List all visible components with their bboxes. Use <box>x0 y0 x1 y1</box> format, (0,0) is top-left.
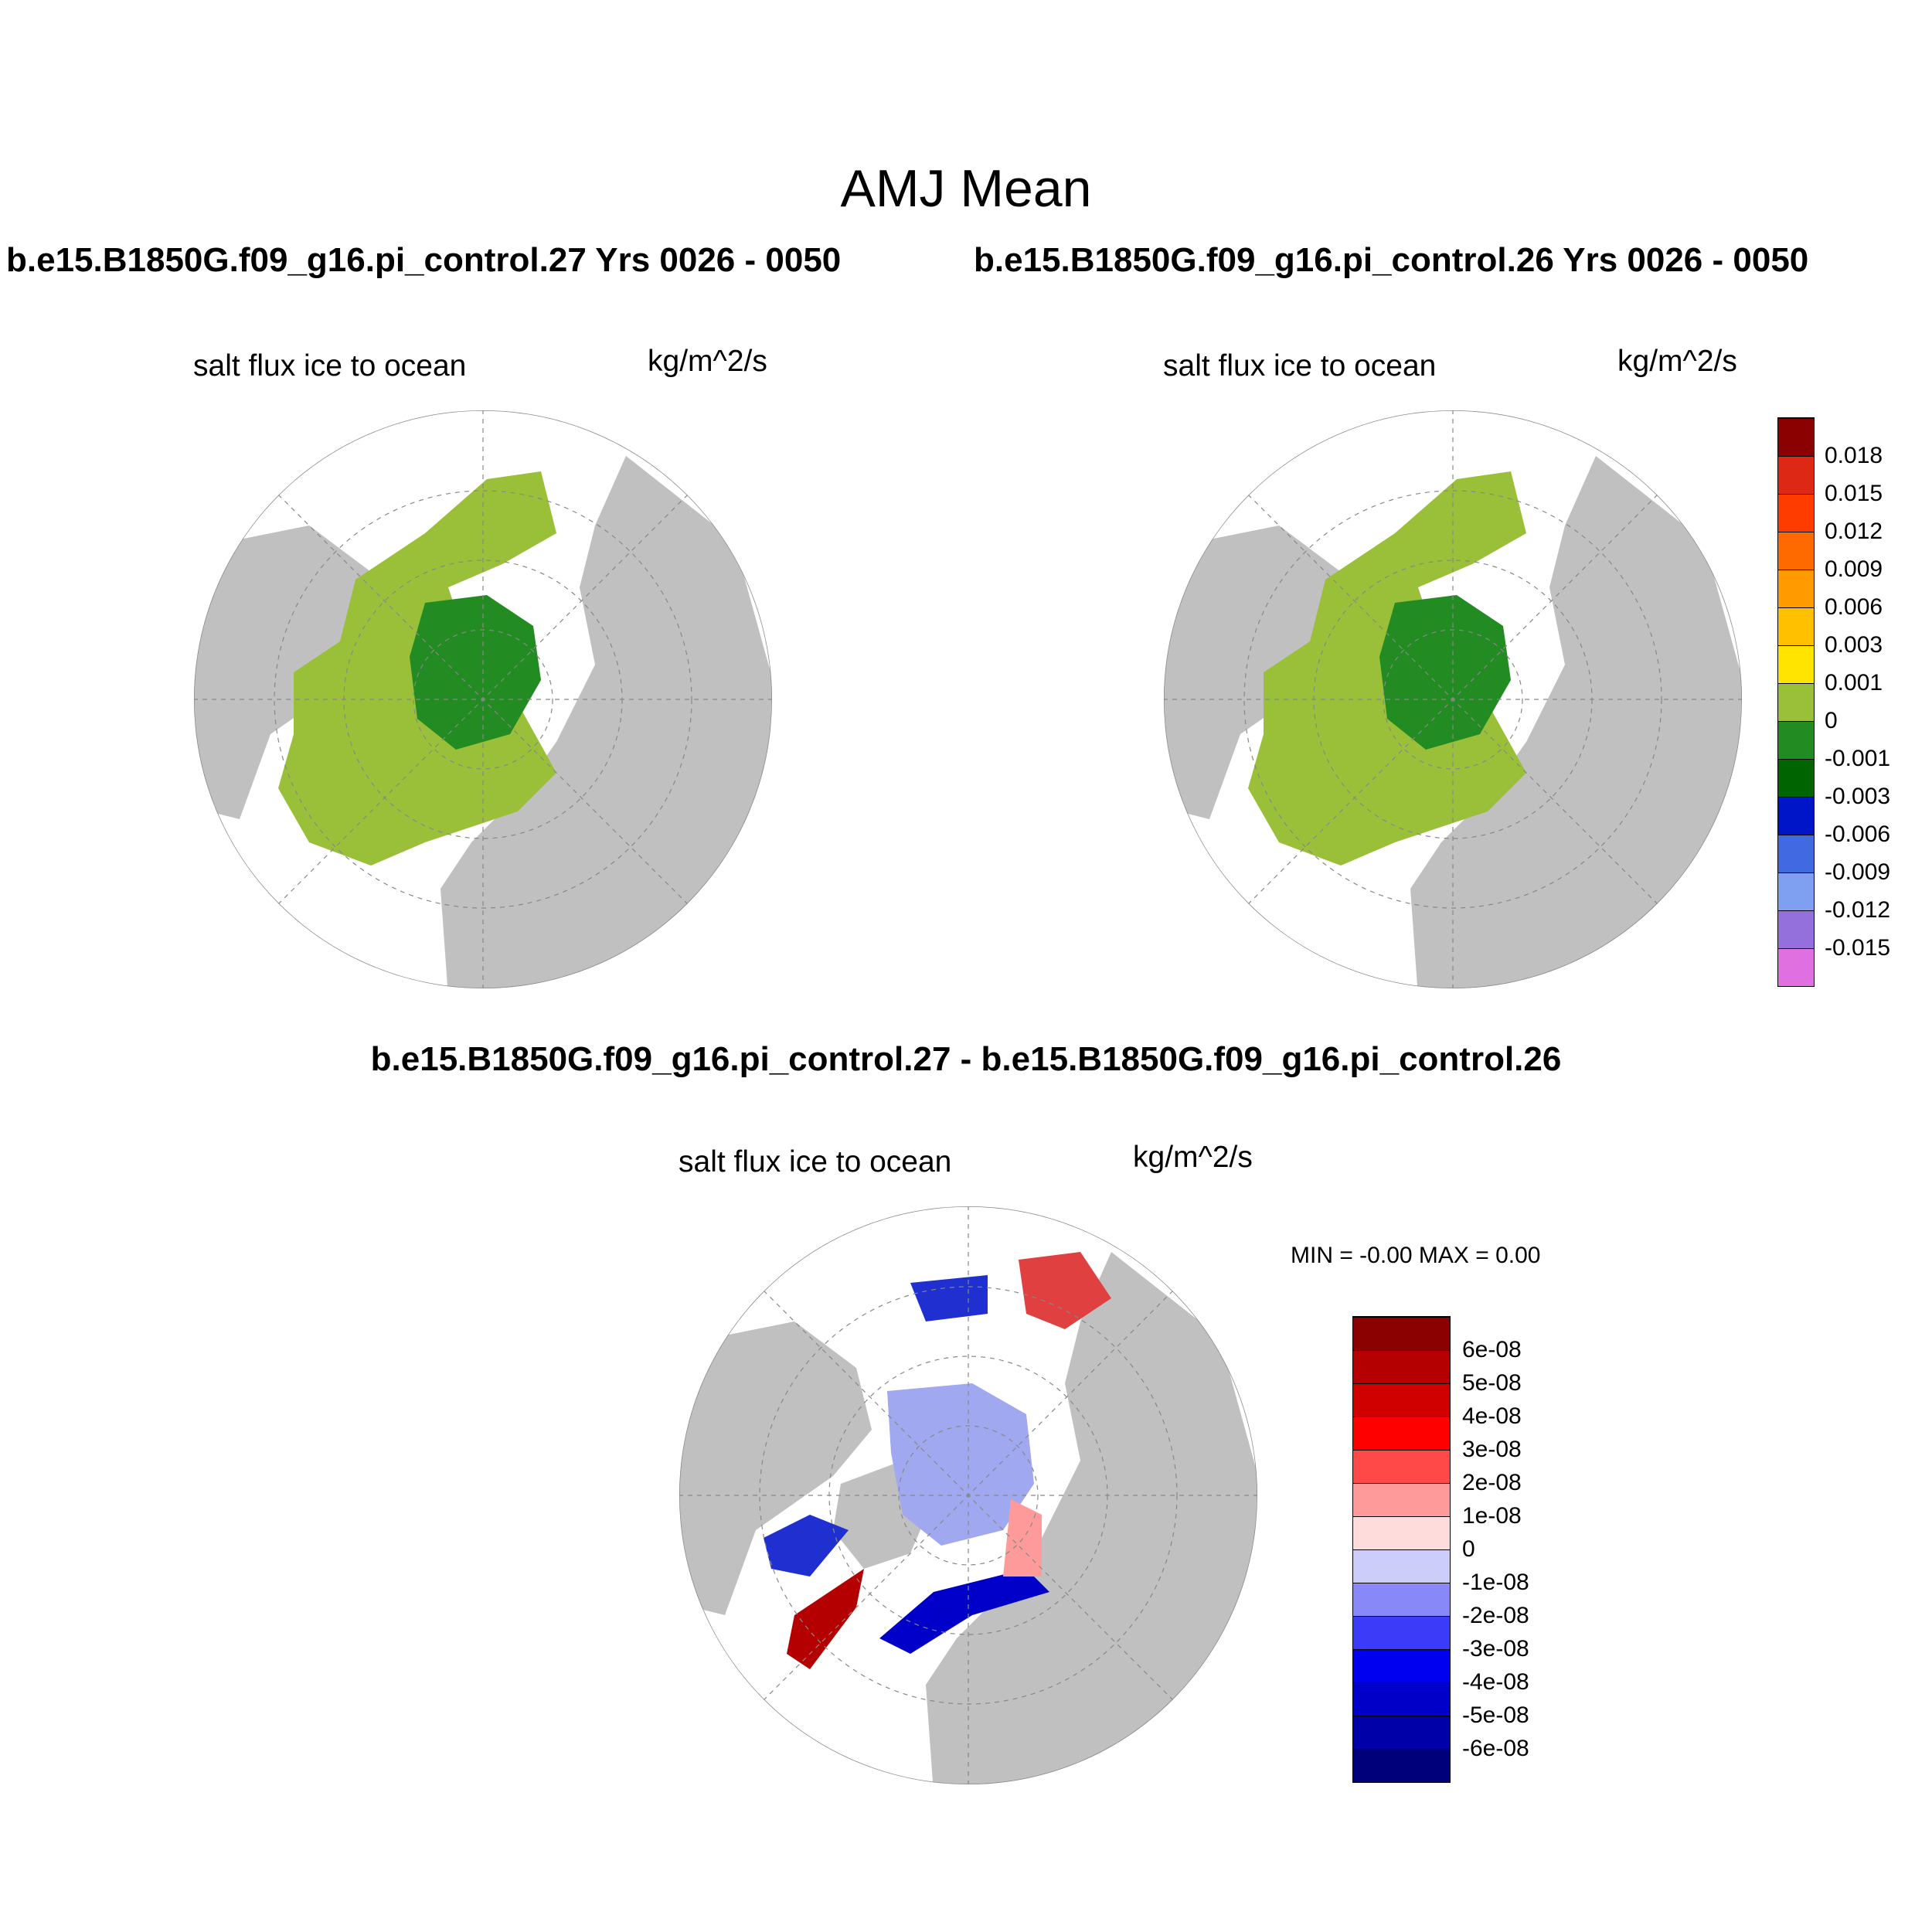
colorbar-diff-tick-label: -5e-08 <box>1462 1702 1529 1728</box>
colorbar-main-tick-label: -0.012 <box>1825 897 1891 923</box>
colorbar-diff-segment <box>1353 1749 1450 1782</box>
colorbar-main-tick-label: -0.001 <box>1825 746 1891 771</box>
colorbar-diff-tick-label: 6e-08 <box>1462 1337 1522 1362</box>
land-eurasia <box>1410 456 1742 988</box>
diff-negative-baffin <box>764 1515 849 1577</box>
colorbar-main-segment <box>1778 418 1814 456</box>
sea-ice-central <box>1379 595 1511 750</box>
colorbar-diff-segment <box>1353 1549 1450 1583</box>
colorbar-main-segment <box>1778 910 1814 948</box>
case-title-left: b.e15.B1850G.f09_g16.pi_control.27 Yrs 0… <box>6 241 842 279</box>
colorbar-diff-segment <box>1353 1317 1450 1350</box>
panel2-units-label: kg/m^2/s <box>1617 345 1737 378</box>
panel2-variable-label: salt flux ice to ocean <box>1163 349 1437 383</box>
panel1-variable-label: salt flux ice to ocean <box>193 349 467 383</box>
colorbar-main-tick-label: 0.009 <box>1825 556 1883 582</box>
case-title-right: b.e15.B1850G.f09_g16.pi_control.26 Yrs 0… <box>974 241 1809 279</box>
diff-positive-bering <box>1019 1252 1111 1329</box>
colorbar-diff-tick-label: -6e-08 <box>1462 1736 1529 1761</box>
colorbar-diff-tick-label: 5e-08 <box>1462 1370 1522 1396</box>
land-north-america <box>194 526 386 819</box>
colorbar-difference: 6e-08 5e-08 4e-08 3e-08 2e-08 1e-08 0 -1e-08 -2e… <box>1352 1316 1529 1783</box>
diff-weak-negative <box>887 1383 1034 1546</box>
polar-map-case-26 <box>1164 410 1742 988</box>
colorbar-main-tick-label: -0.009 <box>1825 859 1891 885</box>
colorbar-diff-tick-label: 0 <box>1462 1536 1475 1562</box>
colorbar-main-tick-label: 0 <box>1825 708 1838 733</box>
colorbar-main-segment <box>1778 872 1814 910</box>
sea-ice-central <box>410 595 541 750</box>
diff-positive-labrador <box>787 1569 864 1669</box>
colorbar-main-tick-label: 0.012 <box>1825 519 1883 544</box>
figure-title: AMJ Mean <box>840 159 1092 218</box>
colorbar-main-segment <box>1778 456 1814 494</box>
difference-title: b.e15.B1850G.f09_g16.pi_control.27 - b.e… <box>370 1040 1562 1078</box>
colorbar-diff-segment <box>1353 1583 1450 1616</box>
colorbar-main-segment <box>1778 607 1814 645</box>
panel3-variable-label: salt flux ice to ocean <box>679 1145 952 1179</box>
land-north-america <box>1164 526 1356 819</box>
panel1-units-label: kg/m^2/s <box>648 345 767 378</box>
min-max-readout: MIN = -0.00 MAX = 0.00 <box>1291 1243 1541 1268</box>
colorbar-diff-tick-label: 4e-08 <box>1462 1403 1522 1429</box>
colorbar-main-segment <box>1778 683 1814 721</box>
colorbar-main-segment <box>1778 570 1814 607</box>
panel3-units-label: kg/m^2/s <box>1133 1141 1253 1174</box>
colorbar-main-tick-label: 0.001 <box>1825 670 1883 696</box>
colorbar-diff-segment <box>1353 1516 1450 1549</box>
colorbar-main-segment <box>1778 721 1814 759</box>
colorbar-diff-tick-label: -4e-08 <box>1462 1669 1529 1695</box>
colorbar-main-tick-label: -0.003 <box>1825 784 1891 809</box>
polar-map-case-27 <box>194 410 772 988</box>
polar-map-difference <box>679 1206 1257 1784</box>
colorbar-diff-segment <box>1353 1350 1450 1383</box>
colorbar-diff-segment <box>1353 1616 1450 1649</box>
diff-positive-greenland-sea <box>1003 1499 1042 1577</box>
colorbar-diff-segment <box>1353 1682 1450 1716</box>
colorbar-main-segment <box>1778 835 1814 872</box>
colorbar-diff-segment <box>1353 1649 1450 1682</box>
colorbar-diff-tick-label: 3e-08 <box>1462 1437 1522 1462</box>
colorbar-main-segment <box>1778 759 1814 797</box>
colorbar-diff-segment <box>1353 1450 1450 1483</box>
land-north-america <box>679 1321 872 1615</box>
colorbar-diff-segment <box>1353 1483 1450 1516</box>
colorbar-diff-tick-label: 2e-08 <box>1462 1470 1522 1495</box>
colorbar-diff-segment <box>1353 1383 1450 1417</box>
colorbar-main-segment <box>1778 797 1814 835</box>
diff-negative-barents <box>879 1569 1049 1654</box>
colorbar-main-tick-label: -0.015 <box>1825 935 1891 961</box>
colorbar-diff-segment <box>1353 1716 1450 1749</box>
colorbar-main-segment <box>1778 494 1814 532</box>
colorbar-main-tick-label: 0.003 <box>1825 632 1883 658</box>
colorbar-diff-tick-label: 1e-08 <box>1462 1503 1522 1529</box>
colorbar-diff-tick-label: -2e-08 <box>1462 1603 1529 1628</box>
colorbar-diff-tick-label: -1e-08 <box>1462 1570 1529 1595</box>
colorbar-main-tick-label: 0.018 <box>1825 443 1883 468</box>
land-eurasia <box>440 456 772 988</box>
land-eurasia <box>926 1252 1257 1784</box>
colorbar-diff-segment <box>1353 1417 1450 1450</box>
colorbar-main-tick-label: 0.006 <box>1825 594 1883 620</box>
colorbar-main-segment <box>1778 645 1814 683</box>
colorbar-main-segment <box>1778 532 1814 570</box>
colorbar-main: 0.018 0.015 0.012 0.009 0.006 0.003 0.001 0 -0.0… <box>1777 417 1890 987</box>
colorbar-main-tick-label: -0.006 <box>1825 821 1891 847</box>
colorbar-main-segment <box>1778 948 1814 986</box>
colorbar-diff-tick-label: -3e-08 <box>1462 1636 1529 1662</box>
colorbar-main-tick-label: 0.015 <box>1825 481 1883 506</box>
